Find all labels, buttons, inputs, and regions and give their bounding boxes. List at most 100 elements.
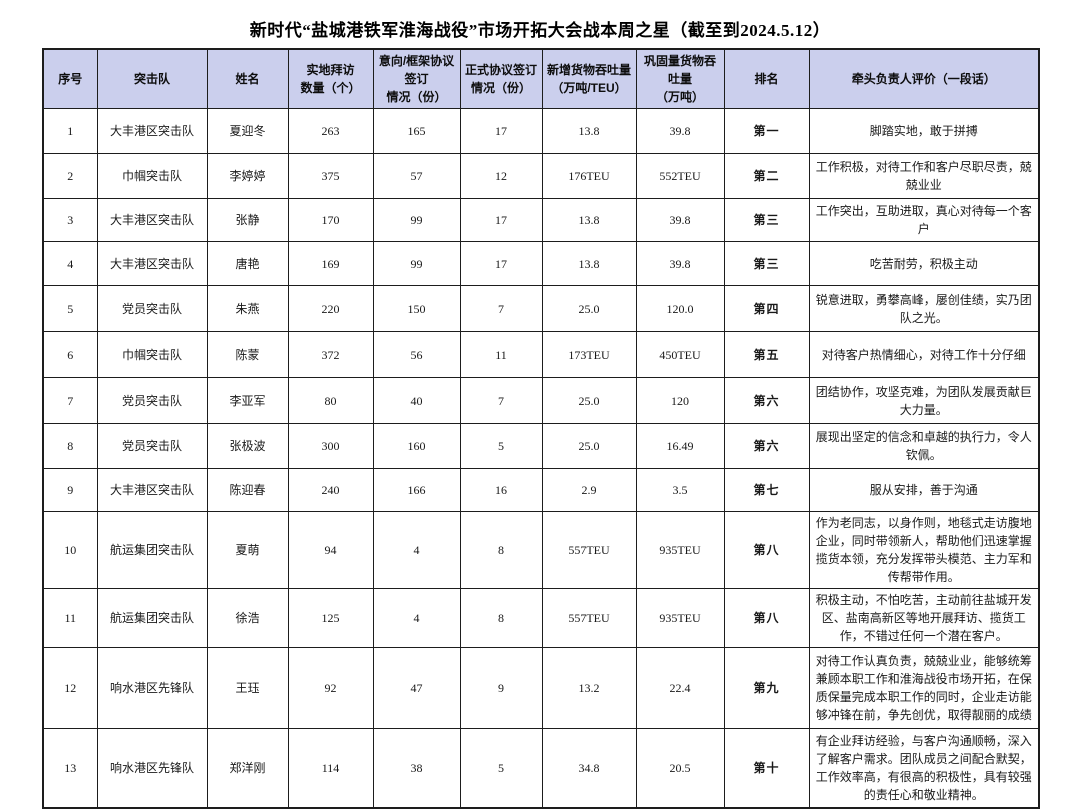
cell-rank: 第七 [723, 468, 810, 512]
cell-index: 3 [42, 198, 98, 242]
cell-name: 郑洋刚 [206, 728, 289, 808]
cell-field-visits: 300 [287, 423, 374, 469]
cell-consolidated-throughput: 39.8 [635, 108, 725, 154]
table-row: 2 巾帼突击队 李婷婷 375 57 12 176TEU 552TEU 第二 工… [42, 153, 1040, 199]
cell-consolidated-throughput: 22.4 [635, 647, 725, 729]
table-row: 13 响水港区先锋队 郑洋刚 114 38 5 34.8 20.5 第十 有企业… [42, 728, 1040, 808]
cell-new-throughput: 173TEU [541, 331, 637, 378]
table-row: 7 党员突击队 李亚军 80 40 7 25.0 120 第六 团结协作，攻坚克… [42, 377, 1040, 424]
cell-name: 唐艳 [206, 241, 289, 286]
cell-field-visits: 94 [287, 511, 374, 589]
cell-consolidated-throughput: 16.49 [635, 423, 725, 469]
column-header: 排名 [723, 48, 810, 109]
cell-formal-agreements: 5 [459, 728, 543, 808]
cell-consolidated-throughput: 3.5 [635, 468, 725, 512]
cell-intent-agreements: 150 [372, 285, 461, 332]
cell-intent-agreements: 99 [372, 198, 461, 242]
cell-intent-agreements: 38 [372, 728, 461, 808]
cell-new-throughput: 34.8 [541, 728, 637, 808]
cell-formal-agreements: 9 [459, 647, 543, 729]
cell-name: 张静 [206, 198, 289, 242]
cell-evaluation: 展现出坚定的信念和卓越的执行力，令人钦佩。 [808, 423, 1040, 469]
cell-field-visits: 240 [287, 468, 374, 512]
cell-name: 王珏 [206, 647, 289, 729]
cell-evaluation: 脚踏实地，敢于拼搏 [808, 108, 1040, 154]
cell-rank: 第八 [723, 511, 810, 589]
cell-name: 夏萌 [206, 511, 289, 589]
cell-new-throughput: 2.9 [541, 468, 637, 512]
table-row: 6 巾帼突击队 陈蒙 372 56 11 173TEU 450TEU 第五 对待… [42, 331, 1040, 378]
cell-consolidated-throughput: 935TEU [635, 511, 725, 589]
cell-intent-agreements: 47 [372, 647, 461, 729]
cell-team: 党员突击队 [96, 377, 208, 424]
cell-evaluation: 服从安排，善于沟通 [808, 468, 1040, 512]
table-row: 12 响水港区先锋队 王珏 92 47 9 13.2 22.4 第九 对待工作认… [42, 647, 1040, 729]
table-row: 3 大丰港区突击队 张静 170 99 17 13.8 39.8 第三 工作突出… [42, 198, 1040, 242]
cell-consolidated-throughput: 120 [635, 377, 725, 424]
cell-team: 党员突击队 [96, 423, 208, 469]
cell-index: 7 [42, 377, 98, 424]
cell-consolidated-throughput: 20.5 [635, 728, 725, 808]
cell-new-throughput: 25.0 [541, 285, 637, 332]
cell-name: 陈迎春 [206, 468, 289, 512]
cell-evaluation: 作为老同志，以身作则，地毯式走访腹地企业，同时带领新人，帮助他们迅速掌握揽货本领… [808, 511, 1040, 589]
cell-team: 大丰港区突击队 [96, 198, 208, 242]
cell-index: 8 [42, 423, 98, 469]
cell-evaluation: 锐意进取，勇攀高峰，屡创佳绩，实乃团队之光。 [808, 285, 1040, 332]
table-row: 10 航运集团突击队 夏萌 94 4 8 557TEU 935TEU 第八 作为… [42, 511, 1040, 589]
cell-rank: 第六 [723, 377, 810, 424]
page-title: 新时代“盐城港铁军淮海战役”市场开拓大会战本周之星（截至到2024.5.12） [249, 21, 831, 40]
cell-rank: 第五 [723, 331, 810, 378]
cell-intent-agreements: 99 [372, 241, 461, 286]
cell-evaluation: 吃苦耐劳，积极主动 [808, 241, 1040, 286]
cell-new-throughput: 13.8 [541, 198, 637, 242]
cell-formal-agreements: 12 [459, 153, 543, 199]
cell-field-visits: 263 [287, 108, 374, 154]
cell-formal-agreements: 17 [459, 198, 543, 242]
table-header-row: 序号 突击队 姓名 实地拜访 数量（个） 意向/框架协议签订 情况（份） 正式协议签订 情… [42, 48, 1040, 109]
cell-field-visits: 220 [287, 285, 374, 332]
column-header: 序号 [42, 48, 98, 109]
cell-evaluation: 对待工作认真负责，兢兢业业，能够统筹兼顾本职工作和淮海战役市场开拓，在保质保量完… [808, 647, 1040, 729]
document-page: 新时代“盐城港铁军淮海战役”市场开拓大会战本周之星（截至到2024.5.12） … [42, 21, 1040, 809]
cell-new-throughput: 13.8 [541, 241, 637, 286]
cell-intent-agreements: 166 [372, 468, 461, 512]
weekly-star-table: 序号 突击队 姓名 实地拜访 数量（个） 意向/框架协议签订 情况（份） 正式协议签订 情… [42, 48, 1040, 809]
column-header: 新增货物吞吐量 （万吨/TEU） [541, 48, 637, 109]
cell-new-throughput: 13.8 [541, 108, 637, 154]
cell-rank: 第一 [723, 108, 810, 154]
cell-rank: 第三 [723, 198, 810, 242]
table-row: 11 航运集团突击队 徐浩 125 4 8 557TEU 935TEU 第八 积… [42, 588, 1040, 648]
cell-rank: 第三 [723, 241, 810, 286]
cell-formal-agreements: 17 [459, 241, 543, 286]
cell-field-visits: 375 [287, 153, 374, 199]
cell-consolidated-throughput: 935TEU [635, 588, 725, 648]
cell-intent-agreements: 4 [372, 588, 461, 648]
column-header: 意向/框架协议签订 情况（份） [372, 48, 461, 109]
cell-new-throughput: 25.0 [541, 377, 637, 424]
cell-field-visits: 114 [287, 728, 374, 808]
cell-evaluation: 工作突出，互助进取，真心对待每一个客户 [808, 198, 1040, 242]
cell-index: 1 [42, 108, 98, 154]
column-header: 姓名 [206, 48, 289, 109]
cell-team: 航运集团突击队 [96, 511, 208, 589]
cell-new-throughput: 13.2 [541, 647, 637, 729]
cell-index: 4 [42, 241, 98, 286]
cell-rank: 第八 [723, 588, 810, 648]
cell-intent-agreements: 40 [372, 377, 461, 424]
cell-team: 巾帼突击队 [96, 331, 208, 378]
column-header: 巩固量货物吞吐量 （万吨） [635, 48, 725, 109]
cell-rank: 第六 [723, 423, 810, 469]
cell-name: 陈蒙 [206, 331, 289, 378]
cell-consolidated-throughput: 552TEU [635, 153, 725, 199]
cell-team: 大丰港区突击队 [96, 108, 208, 154]
cell-name: 李亚军 [206, 377, 289, 424]
cell-index: 10 [42, 511, 98, 589]
table-header: 序号 突击队 姓名 实地拜访 数量（个） 意向/框架协议签订 情况（份） 正式协议签订 情… [42, 48, 1040, 109]
cell-team: 航运集团突击队 [96, 588, 208, 648]
cell-field-visits: 372 [287, 331, 374, 378]
column-header: 实地拜访 数量（个） [287, 48, 374, 109]
cell-rank: 第九 [723, 647, 810, 729]
cell-team: 大丰港区突击队 [96, 468, 208, 512]
cell-evaluation: 对待客户热情细心，对待工作十分仔细 [808, 331, 1040, 378]
